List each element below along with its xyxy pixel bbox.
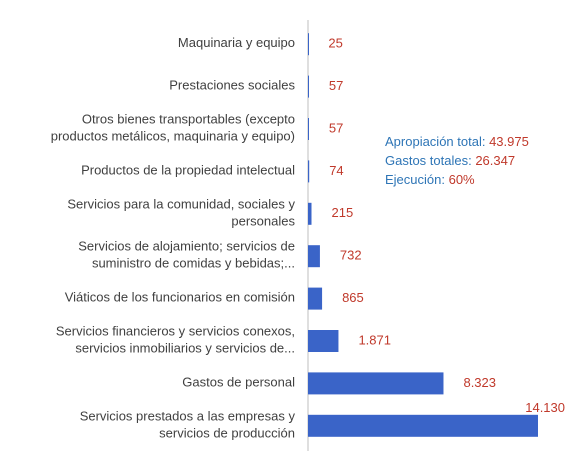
category-line: Maquinaria y equipo xyxy=(178,36,295,51)
category-line: personales xyxy=(231,214,295,229)
category-label: Servicios prestados a las empresas y serv… xyxy=(80,409,296,441)
category-label: Productos de la propiedad intelectual xyxy=(81,163,295,178)
annotation-label: Ejecución: xyxy=(385,172,449,187)
value-label: 74 xyxy=(329,163,343,178)
value-label: 8.323 xyxy=(463,375,496,390)
category-line: productos metálicos, maquinaria y equipo… xyxy=(51,129,295,144)
annotation: Apropiación total: 43.975 xyxy=(385,134,529,149)
category-line: Servicios prestados a las empresas y xyxy=(80,409,296,424)
bar xyxy=(308,245,320,268)
value-label: 57 xyxy=(329,78,343,93)
annotation-value: 60% xyxy=(449,172,475,187)
annotation-value: 43.975 xyxy=(489,134,529,149)
category-line: servicios de producción xyxy=(159,426,295,441)
bar xyxy=(308,118,309,140)
category-line: Productos de la propiedad intelectual xyxy=(81,163,295,178)
value-label: 14.130 xyxy=(525,400,565,415)
value-label: 732 xyxy=(340,248,362,263)
annotation: Ejecución: 60% xyxy=(385,172,475,187)
category-line: Servicios de alojamiento; servicios de xyxy=(78,239,295,254)
value-label: 215 xyxy=(331,205,353,220)
category-label: Otros bienes transportables (excepto prod… xyxy=(51,112,295,144)
category-label: Servicios de alojamiento; servicios de su… xyxy=(78,239,295,271)
category-label: Servicios para la comunidad, sociales y p… xyxy=(67,197,295,229)
category-label: Viáticos de los funcionarios en comisión xyxy=(65,290,295,305)
annotation: Gastos totales: 26.347 xyxy=(385,153,515,168)
value-label: 25 xyxy=(328,36,342,51)
value-label: 865 xyxy=(342,290,364,305)
bar xyxy=(308,33,309,56)
category-line: servicios inmobiliarios y servicios de..… xyxy=(75,341,295,356)
bar xyxy=(308,330,339,352)
bar xyxy=(308,414,538,437)
category-line: suministro de comidas y bebidas;... xyxy=(92,256,295,271)
bar xyxy=(308,160,310,183)
value-label: 57 xyxy=(329,120,343,135)
bar xyxy=(308,287,323,310)
category-line: Servicios financieros y servicios conexo… xyxy=(56,324,295,339)
bar xyxy=(308,372,444,395)
category-line: Servicios para la comunidad, sociales y xyxy=(67,197,295,212)
category-line: Gastos de personal xyxy=(182,375,295,390)
category-label: Prestaciones sociales xyxy=(169,78,295,93)
category-label: Servicios financieros y servicios conexo… xyxy=(56,324,295,356)
category-label: Maquinaria y equipo xyxy=(178,36,295,51)
value-label: 1.871 xyxy=(358,332,391,347)
bar xyxy=(308,75,309,98)
annotation-value: 26.347 xyxy=(475,153,515,168)
category-line: Otros bienes transportables (excepto xyxy=(82,112,295,127)
category-line: Prestaciones sociales xyxy=(169,78,295,93)
bar xyxy=(308,202,312,225)
annotation-label: Apropiación total: xyxy=(385,134,489,149)
category-line: Viáticos de los funcionarios en comisión xyxy=(65,290,295,305)
category-label: Gastos de personal xyxy=(182,375,295,390)
annotation-label: Gastos totales: xyxy=(385,153,475,168)
